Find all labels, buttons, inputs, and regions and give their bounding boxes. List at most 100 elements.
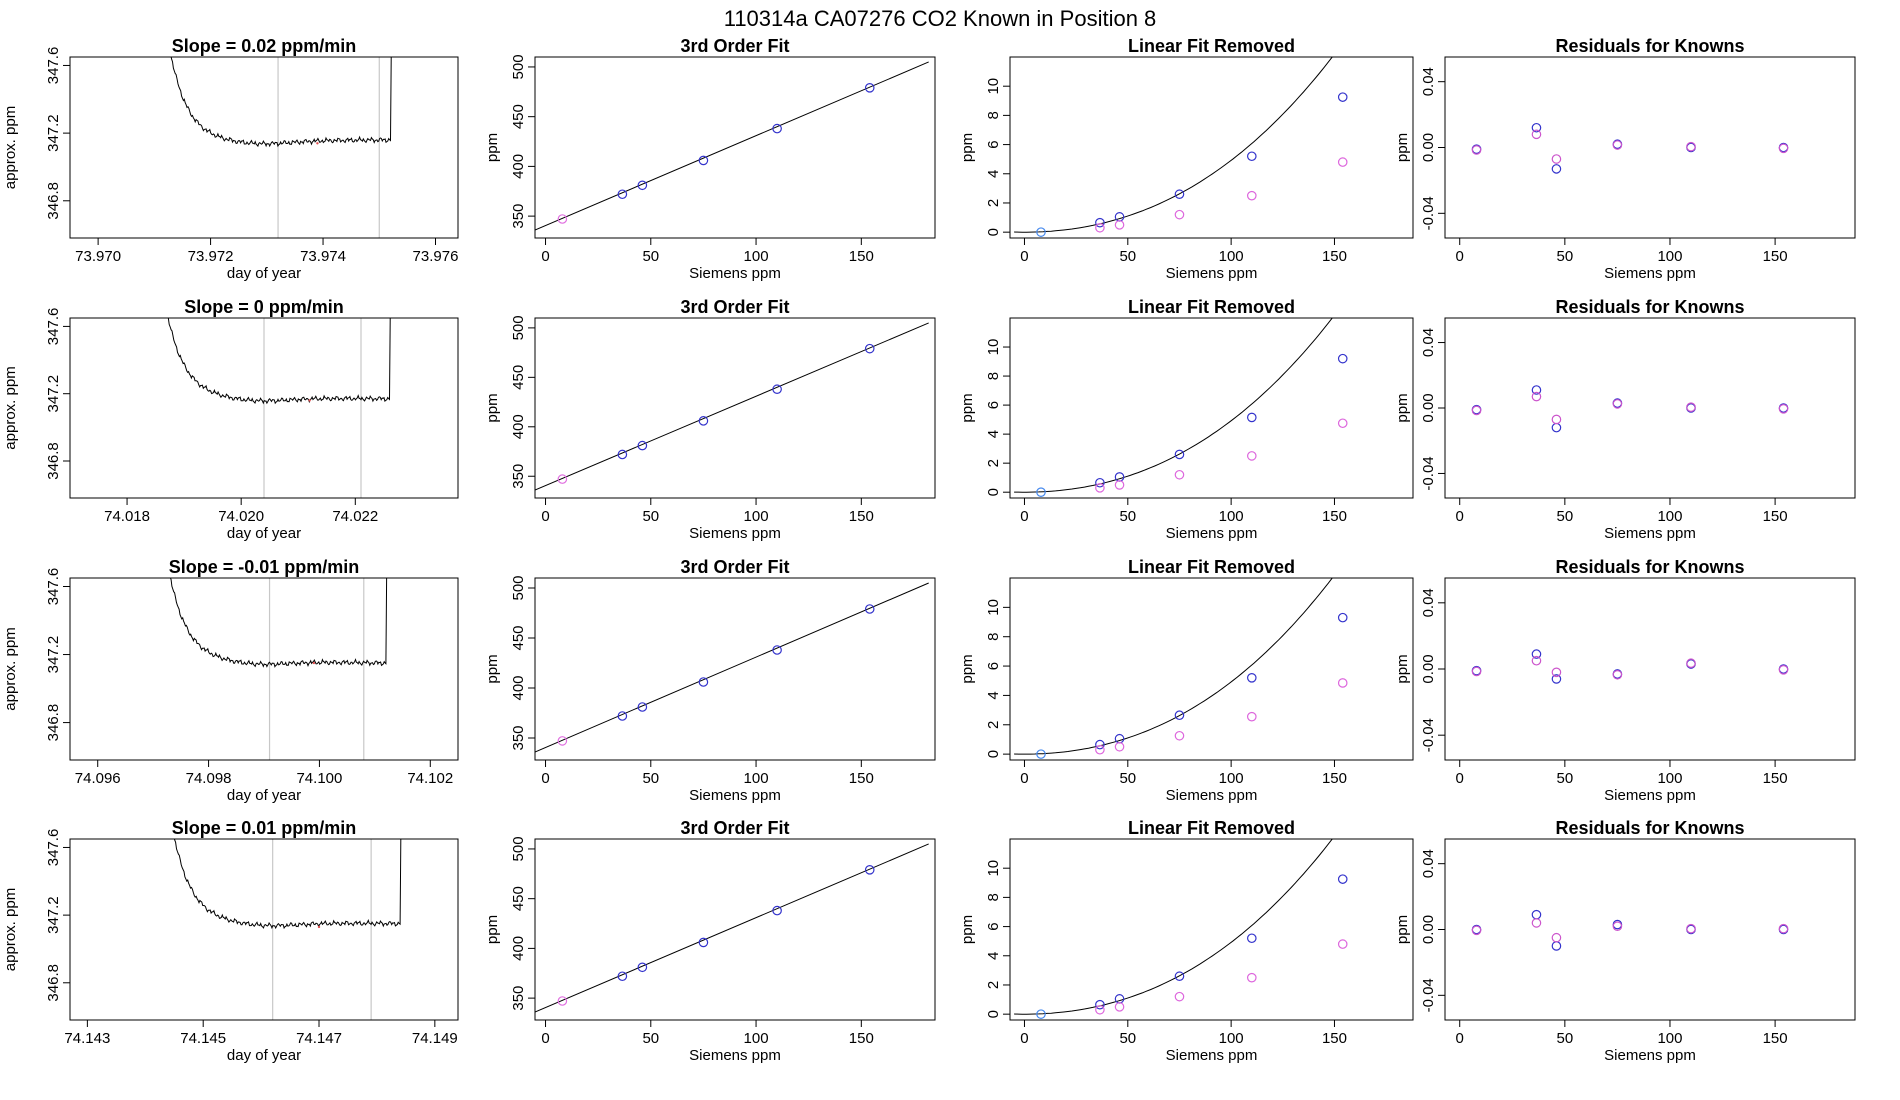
data-point	[1551, 422, 1562, 433]
x-tick-label: 150	[849, 248, 874, 265]
y-tick-label: 4	[985, 952, 1002, 960]
panel-resid-row0: Residuals for Knowns 0 50 100 150 -0.04 0.00 0.…	[1394, 36, 1856, 282]
y-tick-label: -0.04	[1420, 456, 1437, 490]
y-tick-label: 400	[510, 414, 527, 439]
x-tick-label: 100	[744, 248, 769, 265]
x-axis-label: day of year	[227, 525, 301, 542]
x-tick-label: 150	[1322, 770, 1347, 787]
data-point	[1247, 933, 1257, 944]
data-point	[1114, 480, 1125, 490]
plot-area	[535, 843, 929, 1013]
data-point	[1686, 923, 1696, 934]
y-tick-label: 0.00	[1420, 915, 1437, 944]
x-tick-label: 0	[541, 248, 549, 265]
y-tick-label: -0.04	[1420, 718, 1437, 752]
y-axis-label: approx. ppm	[2, 888, 19, 971]
panel-title: 3rd Order Fit	[680, 557, 789, 577]
y-tick-label: 450	[510, 625, 527, 650]
x-axis-label: Siemens ppm	[1604, 787, 1696, 804]
x-tick-label: 100	[1219, 248, 1244, 265]
panel-frame	[1009, 577, 1414, 761]
x-tick-label: 74.096	[75, 770, 121, 787]
x-tick-label: 100	[1219, 508, 1244, 525]
y-tick-label: 4	[985, 430, 1002, 438]
y-axis-label: approx. ppm	[2, 627, 19, 710]
data-point	[1247, 412, 1257, 423]
data-point	[617, 449, 628, 460]
data-point	[1531, 391, 1542, 402]
x-tick-label: 50	[642, 508, 659, 525]
data-point	[1095, 1004, 1105, 1015]
y-tick-label: 4	[985, 691, 1002, 699]
x-tick-label: 0	[541, 508, 549, 525]
x-tick-label: 74.100	[296, 770, 342, 787]
data-point	[1174, 469, 1185, 480]
x-tick-label: 50	[642, 1030, 659, 1047]
data-point	[1551, 154, 1562, 164]
y-tick-label: 450	[510, 365, 527, 390]
y-tick-label: 10	[985, 860, 1002, 877]
panel-frame	[534, 838, 936, 1021]
panel-title: Linear Fit Removed	[1128, 818, 1295, 838]
data-point	[864, 604, 875, 614]
plot-area	[167, 318, 391, 405]
y-axis-label: ppm	[484, 915, 501, 944]
panel-title: Residuals for Knowns	[1555, 557, 1744, 577]
data-point	[637, 180, 648, 191]
fit-curve	[1014, 839, 1333, 1015]
x-tick-label: 73.972	[188, 248, 234, 265]
panel-frame	[1009, 838, 1414, 1021]
data-point	[1612, 669, 1623, 680]
panel-linrem-row0: Linear Fit Removed 0 50 100 150 0 2 4 6 8 10 Siemen…	[959, 36, 1414, 282]
panel-frame	[69, 56, 459, 239]
x-tick-label: 100	[1219, 770, 1244, 787]
plot-area	[1014, 57, 1348, 237]
data-point	[1531, 122, 1542, 133]
x-tick-label: 74.143	[64, 1030, 110, 1047]
panel-frame	[534, 317, 936, 499]
data-point	[1551, 941, 1562, 951]
data-point	[1114, 1002, 1125, 1012]
panel-trace-row2: Slope = -0.01 ppm/min 74.096 74.098 74.100 7…	[2, 557, 459, 804]
x-axis-label: Siemens ppm	[1604, 525, 1696, 542]
y-tick-label: 0.00	[1420, 654, 1437, 683]
x-tick-label: 74.022	[332, 508, 378, 525]
x-tick-label: 74.149	[412, 1030, 458, 1047]
plot-area	[1014, 578, 1348, 759]
y-tick-label: 0.00	[1420, 133, 1437, 162]
x-axis-label: Siemens ppm	[1166, 525, 1258, 542]
data-point	[1612, 399, 1623, 409]
data-point	[1337, 418, 1348, 429]
y-tick-label: 2	[985, 981, 1002, 989]
data-point	[1174, 991, 1185, 1002]
y-axis-label: ppm	[1394, 133, 1411, 162]
data-point	[1036, 1009, 1046, 1019]
data-point	[698, 937, 709, 948]
y-tick-label: 450	[510, 104, 527, 129]
x-axis-label: day of year	[227, 787, 301, 804]
y-tick-label: 10	[985, 339, 1002, 356]
data-point	[1114, 212, 1125, 222]
x-tick-label: 74.018	[104, 508, 150, 525]
x-tick-label: 100	[744, 508, 769, 525]
y-tick-label: 347.2	[45, 114, 62, 152]
concentration-trace	[169, 578, 388, 668]
data-point	[1531, 385, 1542, 395]
data-point	[698, 677, 709, 687]
panel-trace-row0: Slope = 0.02 ppm/min 73.970 73.972 73.974 73…	[2, 36, 459, 282]
data-point	[1686, 658, 1696, 669]
panel-title: Slope = 0.01 ppm/min	[172, 818, 357, 838]
y-axis-label: ppm	[484, 654, 501, 683]
panel-grid: Slope = 0.02 ppm/min 73.970 73.972 73.974 73…	[2, 36, 1856, 1064]
y-tick-label: 2	[985, 199, 1002, 207]
x-tick-label: 0	[1456, 508, 1464, 525]
y-tick-label: 8	[985, 372, 1002, 380]
x-tick-label: 50	[642, 248, 659, 265]
x-tick-label: 150	[849, 1030, 874, 1047]
x-tick-label: 0	[1020, 248, 1028, 265]
x-tick-label: 50	[1557, 1030, 1574, 1047]
panel-fit-row2: 3rd Order Fit 0 50 100 150 350 400 450 500 Siemen…	[484, 557, 936, 804]
x-axis-label: Siemens ppm	[1166, 1047, 1258, 1064]
panel-title: 3rd Order Fit	[680, 818, 789, 838]
